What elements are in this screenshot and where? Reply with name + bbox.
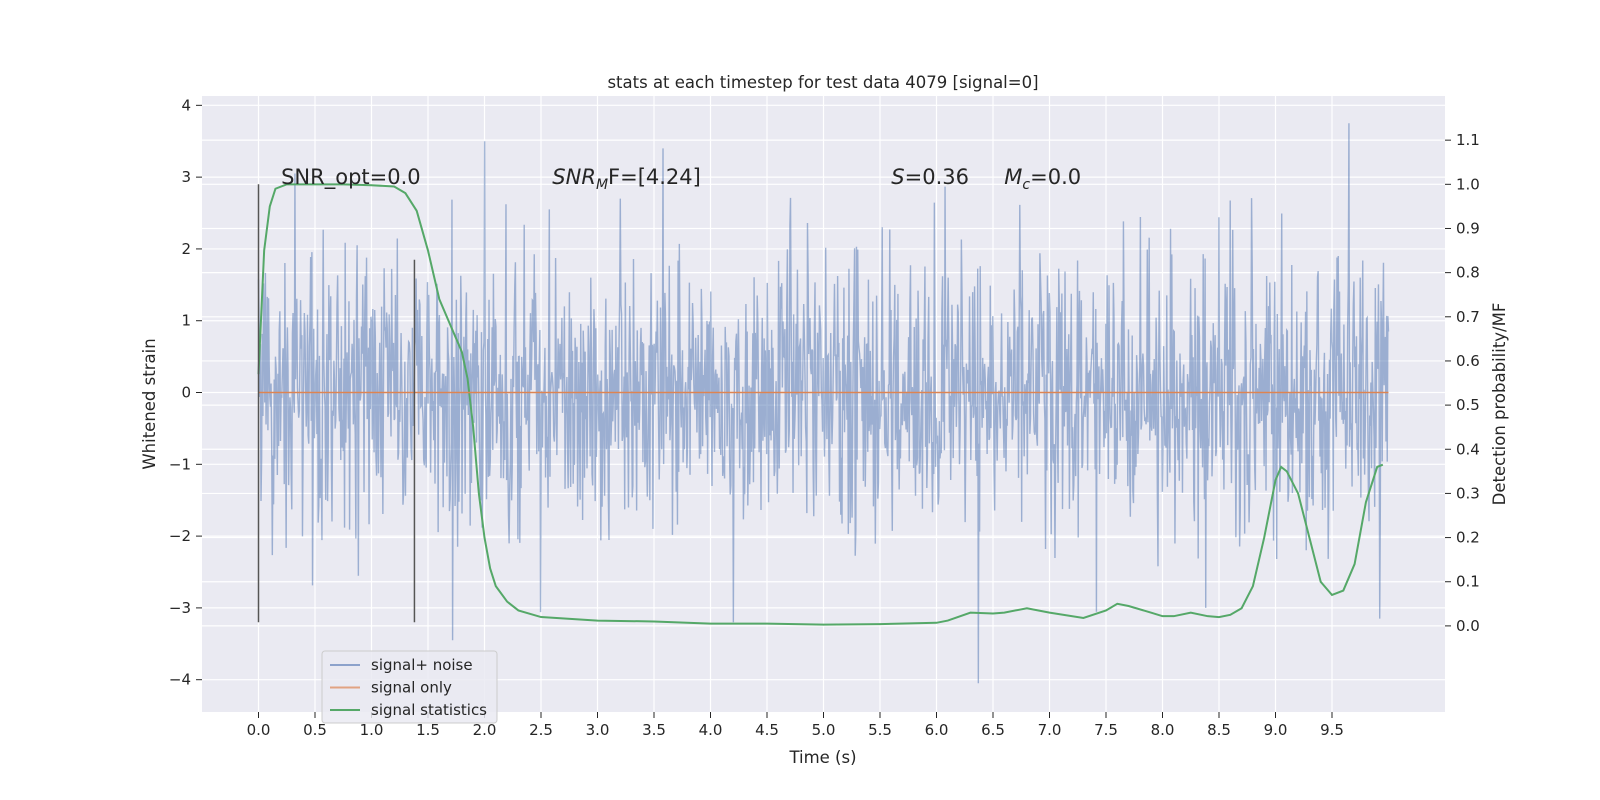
y-ticks: −4 −3 −2 −1 0 1 2 3 4 — [169, 96, 202, 689]
x-tick-label: 1.5 — [416, 721, 440, 739]
x-tick-label: 0.5 — [303, 721, 327, 739]
x-tick-label: 6.5 — [981, 721, 1005, 739]
y2-tick-label: 1.1 — [1456, 131, 1480, 149]
y-tick-label: 4 — [181, 96, 191, 114]
x-axis-label: Time (s) — [788, 748, 856, 767]
x-tick-label: 7.5 — [1094, 721, 1118, 739]
y2-axis-label: Detection probability/MF — [1490, 303, 1509, 506]
series-lines — [257, 183, 1389, 626]
y2-tick-label: 0.2 — [1456, 529, 1480, 547]
annotation-1: SNR_opt=0.0 — [281, 165, 421, 190]
annotations: SNR_opt=0.0 SNRMF=[4.24] S=0.36 Mc=0.0 — [281, 165, 1081, 193]
x-tick-label: 2.5 — [529, 721, 553, 739]
y2-tick-label: 0.1 — [1456, 573, 1480, 591]
x-tick-label: 1.0 — [360, 721, 384, 739]
x-ticks: 0.0 0.5 1.0 1.5 2.0 2.5 3.0 3.5 4.0 4.5 5.0 5.5 6.0 6… — [247, 712, 1344, 739]
x-tick-label: 9.5 — [1320, 721, 1344, 739]
y-axis-label: Whitened strain — [140, 338, 159, 469]
x-tick-label: 8.0 — [1151, 721, 1175, 739]
y2-tick-label: 0.3 — [1456, 484, 1480, 502]
y2-ticks: 0.0 0.1 0.2 0.3 0.4 0.5 0.6 0.7 0.8 0.9 1.0 1.1 — [1445, 131, 1480, 635]
legend: signal+ noise signal only signal statistic… — [321, 650, 498, 724]
y-tick-label: −2 — [169, 527, 191, 545]
y-tick-label: 3 — [181, 168, 191, 186]
y2-tick-label: 0.4 — [1456, 440, 1480, 458]
legend-entry: signal statistics — [371, 701, 487, 719]
vertical-markers — [257, 184, 416, 623]
y-tick-label: −3 — [169, 599, 191, 617]
y-tick-label: −1 — [169, 455, 191, 473]
x-tick-label: 4.0 — [699, 721, 723, 739]
annotation-2: SNRMF=[4.24] — [552, 165, 701, 193]
y2-tick-label: 0.5 — [1456, 396, 1480, 414]
x-tick-label: 3.5 — [642, 721, 666, 739]
y2-tick-label: 0.7 — [1456, 308, 1480, 326]
chart-title: stats at each timestep for test data 407… — [607, 73, 1038, 92]
legend-entry: signal only — [371, 679, 452, 697]
x-tick-label: 9.0 — [1264, 721, 1288, 739]
y-tick-label: 2 — [181, 240, 191, 258]
legend-box — [321, 650, 498, 724]
annotation-4: Mc=0.0 — [1004, 165, 1081, 193]
y2-tick-label: 0.9 — [1456, 219, 1480, 237]
y2-tick-label: 0.0 — [1456, 617, 1480, 635]
x-tick-label: 0.0 — [247, 721, 271, 739]
x-tick-label: 7.0 — [1038, 721, 1062, 739]
x-tick-label: 8.5 — [1207, 721, 1231, 739]
noise-series — [257, 123, 1390, 684]
legend-entry: signal+ noise — [371, 656, 473, 674]
y2-tick-label: 0.8 — [1456, 264, 1480, 282]
x-tick-label: 5.5 — [868, 721, 892, 739]
x-tick-label: 3.0 — [586, 721, 610, 739]
x-tick-label: 4.5 — [755, 721, 779, 739]
y-tick-label: 1 — [181, 312, 191, 330]
y2-tick-label: 0.6 — [1456, 352, 1480, 370]
series-line-signal-statistics — [257, 183, 1384, 626]
x-tick-label: 2.0 — [473, 721, 497, 739]
y2-tick-label: 1.0 — [1456, 175, 1480, 193]
annotation-3: S=0.36 — [891, 165, 969, 189]
y-tick-label: −4 — [169, 671, 191, 689]
series-line-signal-plus-noise — [257, 123, 1390, 684]
x-tick-label: 6.0 — [925, 721, 949, 739]
x-tick-label: 5.0 — [812, 721, 836, 739]
y-tick-label: 0 — [181, 384, 191, 402]
